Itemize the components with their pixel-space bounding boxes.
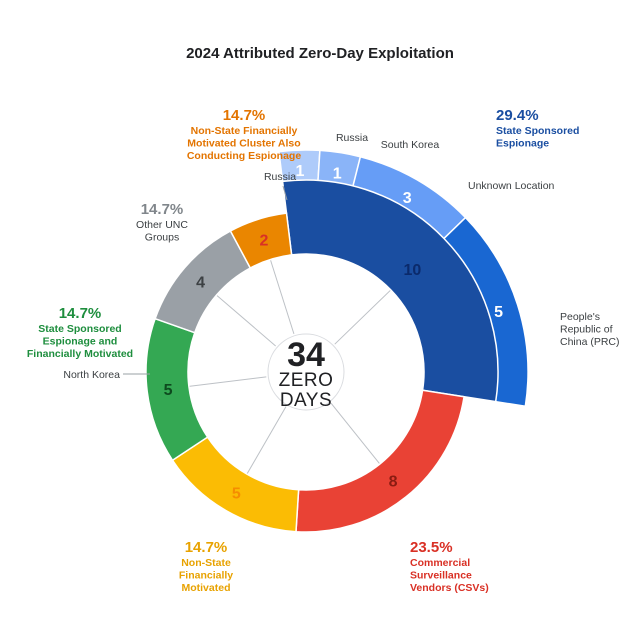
percent-label-unc: 14.7%	[141, 201, 184, 218]
category-labels: 10 8 5 5 4 2 29.4%State Sponsored Espionage 23.5…	[27, 107, 620, 594]
outer-value-label: 1	[296, 163, 305, 180]
outer-value-label: 5	[494, 304, 503, 321]
segment-state_fin	[145, 317, 209, 462]
category-label-csv: Commercial Surveillance Vendors (CSVs)	[410, 557, 489, 594]
outer-series-label-1: South Korea	[381, 139, 440, 151]
percent-label-state: 29.4%	[496, 107, 539, 124]
category-label-nonstate_esp: Non-State Financially Motivated Cluster A…	[187, 125, 301, 162]
outer-series-label-2: Unknown Location	[468, 180, 555, 192]
callout-line	[282, 185, 288, 201]
outer-value-label: 3	[403, 190, 412, 207]
spoke-line	[269, 259, 295, 335]
main-ring	[145, 179, 499, 533]
percent-label-nonstate_esp: 14.7%	[223, 107, 266, 124]
value-label-state_fin: 5	[164, 382, 173, 399]
outer-value-label: 1	[333, 165, 342, 182]
category-label-state_fin: State Sponsored Espionage and Financially …	[27, 323, 133, 360]
category-label-unc: Other UNC Groups	[136, 219, 188, 244]
percent-label-csv: 23.5%	[410, 539, 453, 556]
percent-label-state_fin: 14.7%	[59, 305, 102, 322]
value-label-state: 10	[403, 262, 421, 279]
inner-spokes	[188, 259, 392, 475]
percent-label-nonstate_fin: 14.7%	[185, 539, 228, 556]
value-label-nonstate_fin: 5	[232, 485, 241, 502]
category-label-state: State Sponsored Espionage	[496, 125, 579, 150]
spoke-line	[246, 406, 287, 475]
segment-csv	[295, 389, 465, 533]
spoke-line	[216, 294, 276, 347]
spoke-line	[330, 402, 381, 465]
outer-series-label-0: Russia	[336, 132, 368, 144]
callout-russia-nonstate: Russia	[264, 171, 296, 183]
center-label: 34 ZERO DAYS	[267, 333, 345, 411]
center-line-2: DAYS	[280, 390, 332, 411]
segment-nonstate_esp	[229, 212, 293, 269]
center-value: 34	[287, 336, 325, 374]
value-label-unc: 4	[196, 274, 205, 291]
category-label-nonstate_fin: Non-State Financially Motivated	[179, 557, 233, 594]
outer-series-label-3: People's Republic of China (PRC)	[560, 311, 620, 348]
value-label-nonstate_esp: 2	[260, 232, 269, 249]
callout-north-korea: North Korea	[63, 369, 120, 381]
value-label-csv: 8	[389, 473, 398, 490]
segment-state	[281, 179, 499, 403]
chart-title: 2024 Attributed Zero-Day Exploitation	[186, 45, 454, 62]
spoke-line	[188, 376, 267, 387]
center-line-1: ZERO	[279, 370, 334, 391]
spoke-line	[334, 289, 392, 345]
